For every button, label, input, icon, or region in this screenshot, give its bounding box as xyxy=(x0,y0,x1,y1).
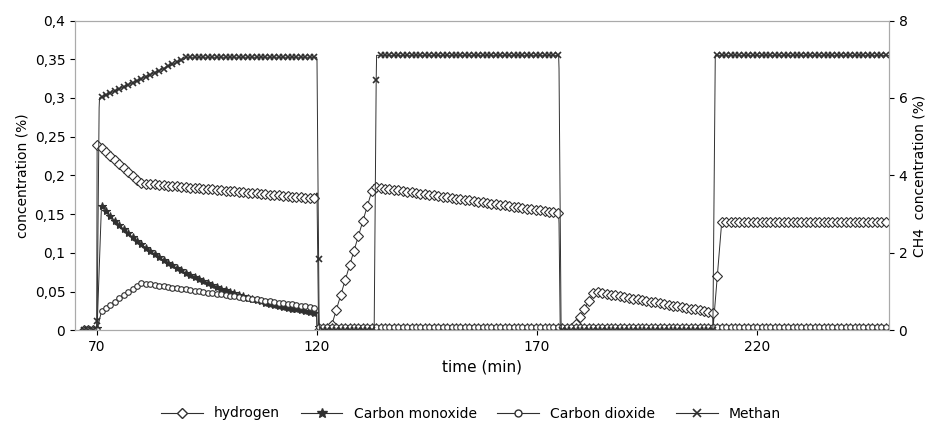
Y-axis label: CH4  concentration (%): CH4 concentration (%) xyxy=(913,94,927,257)
Carbon monoxide xyxy=(860,324,871,329)
Methan xyxy=(120,84,131,89)
Carbon dioxide xyxy=(860,324,871,329)
Carbon dioxide xyxy=(470,324,481,329)
Methan xyxy=(884,53,895,58)
Carbon dioxide xyxy=(78,328,89,333)
hydrogen xyxy=(884,220,895,225)
Line: hydrogen: hydrogen xyxy=(84,145,889,330)
Methan xyxy=(860,53,871,58)
Line: Carbon dioxide: Carbon dioxide xyxy=(84,283,889,330)
Methan xyxy=(860,53,871,58)
Methan xyxy=(371,53,382,58)
hydrogen xyxy=(91,142,103,147)
Carbon monoxide xyxy=(120,228,131,233)
hydrogen xyxy=(470,199,481,204)
Carbon dioxide xyxy=(884,324,895,329)
Carbon dioxide xyxy=(136,281,147,286)
Methan xyxy=(712,53,723,58)
hydrogen xyxy=(860,220,871,225)
Methan xyxy=(448,53,460,58)
Carbon monoxide xyxy=(860,324,871,329)
Carbon monoxide xyxy=(78,328,89,333)
Carbon monoxide xyxy=(448,324,460,329)
X-axis label: time (min): time (min) xyxy=(442,360,522,375)
Carbon dioxide xyxy=(860,324,871,329)
Methan xyxy=(470,53,481,58)
Line: Carbon monoxide: Carbon monoxide xyxy=(84,207,889,330)
hydrogen xyxy=(712,264,723,269)
hydrogen xyxy=(860,220,871,225)
Carbon dioxide xyxy=(448,324,460,329)
hydrogen xyxy=(120,167,131,172)
hydrogen xyxy=(78,328,89,333)
Legend: hydrogen, Carbon monoxide, Carbon dioxide, Methan: hydrogen, Carbon monoxide, Carbon dioxid… xyxy=(155,401,787,426)
Carbon monoxide xyxy=(884,324,895,329)
Carbon monoxide xyxy=(712,324,723,329)
Y-axis label: concentration (%): concentration (%) xyxy=(15,113,29,238)
Carbon monoxide xyxy=(96,204,107,209)
Methan xyxy=(78,328,89,333)
Carbon dioxide xyxy=(712,324,723,329)
hydrogen xyxy=(448,196,460,201)
Carbon monoxide xyxy=(470,324,481,329)
Carbon dioxide xyxy=(120,292,131,297)
Line: Methan: Methan xyxy=(84,55,889,330)
